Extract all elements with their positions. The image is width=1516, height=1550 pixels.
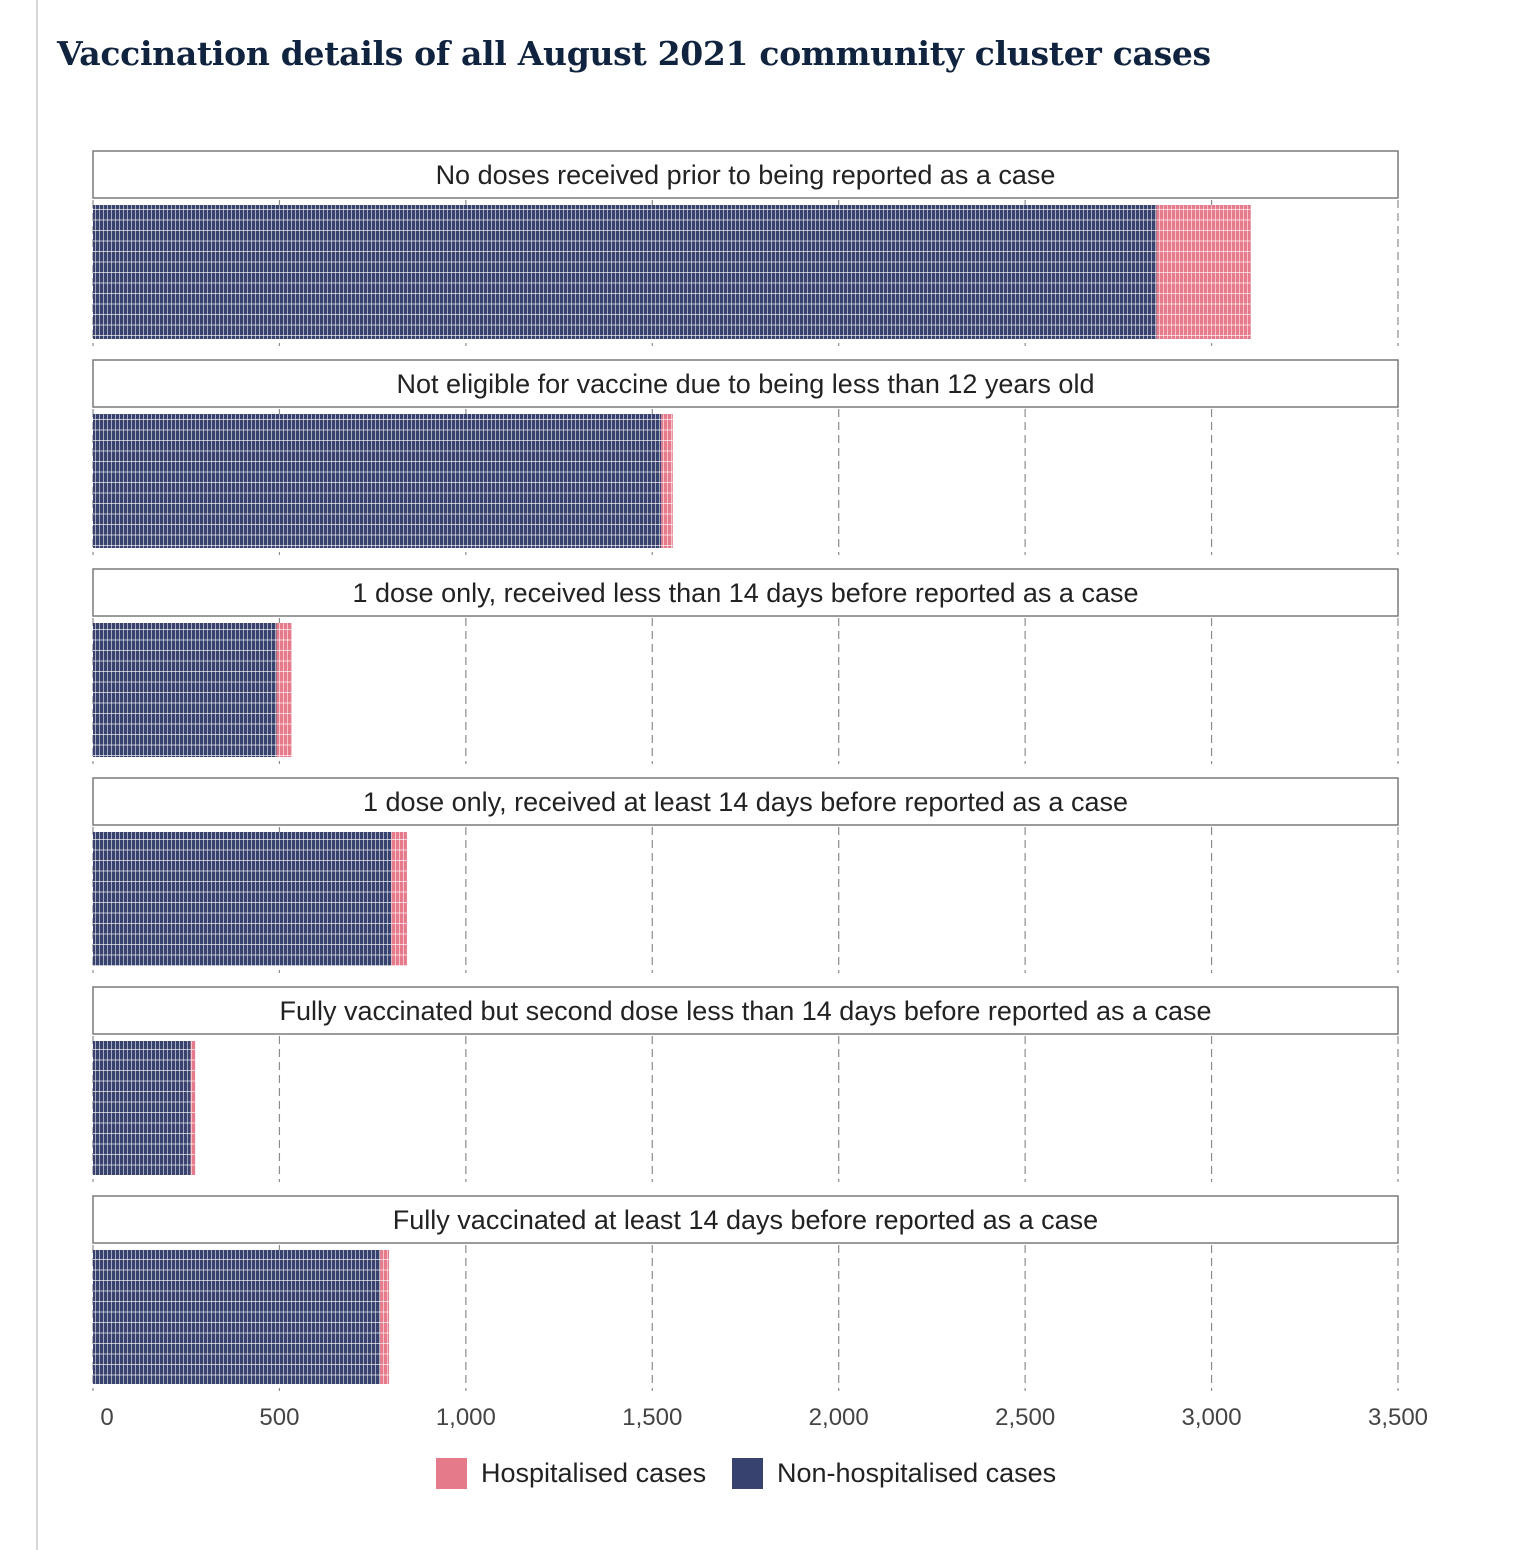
panel-header-3 xyxy=(92,568,1399,617)
x-tick-label-8: 3,500 xyxy=(1368,1404,1428,1431)
x-tick-label-7: 3,000 xyxy=(1182,1404,1242,1431)
x-tick-label-1: 0 xyxy=(100,1404,113,1431)
chart-area: No doses received prior to being reporte… xyxy=(92,150,1428,1431)
legend-swatch-hospitalised xyxy=(436,1457,467,1489)
panel-header-2 xyxy=(92,359,1399,408)
panel-header-4 xyxy=(92,777,1399,826)
bar-texture-non-hospitalised-2 xyxy=(93,414,662,548)
x-tick-label-3: 1,000 xyxy=(436,1404,496,1431)
bar-texture-hospitalised-6 xyxy=(380,1250,390,1384)
bar-texture-hospitalised-2 xyxy=(661,414,673,548)
bar-texture-non-hospitalised-4 xyxy=(93,832,392,966)
panel-header-6 xyxy=(92,1195,1399,1244)
panel-header-1 xyxy=(92,150,1399,199)
bar-texture-hospitalised-3 xyxy=(276,623,292,757)
panel-title-3: 1 dose only, received less than 14 days … xyxy=(353,578,1139,608)
x-tick-label-2: 500 xyxy=(259,1404,299,1431)
bar-texture-hospitalised-4 xyxy=(391,832,407,966)
legend-swatch-non-hospitalised xyxy=(732,1457,763,1489)
legend-item-hospitalised: Hospitalised cases xyxy=(436,1456,706,1490)
panel-title-2: Not eligible for vaccine due to being le… xyxy=(397,369,1095,399)
bar-texture-hospitalised-1 xyxy=(1156,205,1251,339)
bar-texture-non-hospitalised-1 xyxy=(93,205,1157,339)
bar-texture-non-hospitalised-6 xyxy=(93,1250,381,1384)
legend-label-hospitalised: Hospitalised cases xyxy=(481,1457,707,1488)
panel-title-1: No doses received prior to being reporte… xyxy=(436,160,1056,190)
x-tick-label-5: 2,000 xyxy=(809,1404,869,1431)
bar-texture-non-hospitalised-5 xyxy=(93,1041,191,1175)
panel-title-5: Fully vaccinated but second dose less th… xyxy=(279,996,1211,1026)
panel-title-4: 1 dose only, received at least 14 days b… xyxy=(363,787,1128,817)
legend-label-non-hospitalised: Non-hospitalised cases xyxy=(777,1457,1057,1488)
chart-title: Vaccination details of all August 2021 c… xyxy=(57,34,1211,73)
bar-texture-non-hospitalised-3 xyxy=(93,623,277,757)
x-tick-label-6: 2,500 xyxy=(995,1404,1055,1431)
x-tick-label-4: 1,500 xyxy=(622,1404,682,1431)
panel-header-5 xyxy=(92,986,1399,1035)
page-left-rule xyxy=(36,0,38,1550)
panel-title-6: Fully vaccinated at least 14 days before… xyxy=(393,1205,1098,1235)
legend-item-non-hospitalised: Non-hospitalised cases xyxy=(732,1456,1056,1490)
bar-texture-hospitalised-5 xyxy=(190,1041,196,1175)
